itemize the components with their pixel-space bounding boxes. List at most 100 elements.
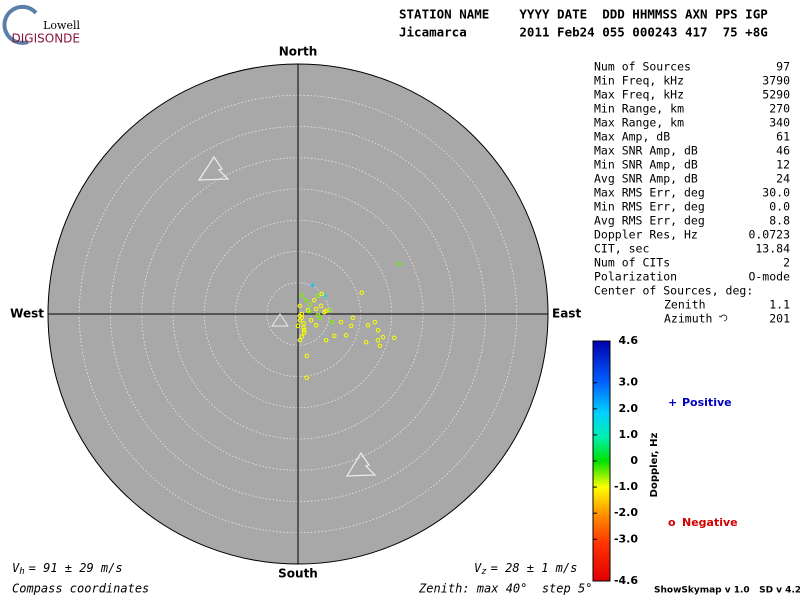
stat-value: 97	[776, 60, 790, 74]
colorbar-tick-label: -1.0	[614, 480, 638, 493]
stat-value: 3790	[762, 74, 790, 88]
stat-label: Max Freq, kHz	[594, 88, 684, 102]
source-negative	[308, 317, 314, 323]
source-negative	[338, 319, 344, 325]
colorbar-tick-label: -4.6	[614, 574, 638, 587]
source-negative	[348, 323, 354, 329]
source-negative	[301, 327, 307, 333]
source-negative	[377, 343, 383, 349]
compass-label: West	[10, 307, 44, 321]
stat-value: 2	[783, 256, 790, 270]
source-negative	[297, 303, 303, 309]
source-negative	[372, 319, 378, 325]
legend-negative-symbol: o	[668, 516, 676, 529]
source-negative	[391, 335, 397, 341]
legend-positive-symbol: +	[668, 396, 677, 409]
stat-value: 0.0	[769, 200, 790, 214]
source-negative	[299, 334, 305, 339]
stat-label: Avg SNR Amp, dB	[594, 172, 698, 186]
source-positive	[309, 282, 315, 288]
stat-value: 201	[769, 312, 790, 326]
colorbar-label: Doppler, Hz	[649, 433, 660, 498]
zenith-note: Zenith: max 40° step 5°	[418, 582, 592, 596]
stat-value: 340	[769, 116, 790, 130]
source-negative	[365, 322, 371, 328]
version: ShowSkymap v 1.0 SD v 4.2	[654, 586, 800, 596]
source-negative	[318, 303, 324, 309]
stat-value: 30.0	[762, 186, 790, 200]
compass-label: South	[278, 567, 318, 581]
stat-value: 0.0723	[748, 228, 790, 242]
source-negative	[297, 317, 303, 323]
source-negative	[301, 321, 306, 326]
marker-triangle	[197, 155, 230, 181]
stat-label: Min SNR Amp, dB	[594, 158, 698, 172]
marker-triangle	[271, 313, 289, 327]
source-negative	[299, 311, 305, 317]
colorbar-tick-label: 3.0	[619, 376, 639, 389]
stat-label: Polarization	[594, 270, 677, 284]
source-negative	[359, 290, 365, 296]
source-negative	[350, 315, 356, 321]
source-positive	[322, 293, 328, 299]
source-negative	[307, 302, 313, 307]
colorbar-tick-label: -2.0	[614, 506, 638, 519]
source-negative	[295, 323, 301, 329]
source-negative	[396, 261, 402, 267]
stat-value: 46	[776, 144, 790, 158]
stat-value: O-mode	[748, 270, 790, 284]
stat-section-title: Center of Sources, deg:	[594, 284, 753, 298]
source-negative	[315, 293, 321, 299]
source-negative	[303, 297, 309, 303]
source-negative	[306, 309, 312, 314]
stat-value: 1.1	[769, 298, 790, 312]
stat-label: Azimuth	[664, 312, 712, 326]
stat-label: Max SNR Amp, dB	[594, 144, 698, 158]
stat-label: Max Range, km	[594, 116, 684, 130]
source-negative	[363, 339, 369, 345]
stat-label: Num of Sources	[594, 60, 691, 74]
source-negative	[319, 291, 325, 297]
source-negative	[297, 337, 303, 343]
colorbar-tick-label: -3.0	[614, 532, 638, 545]
vh-label: Vh = 91 ± 29 m/s	[12, 561, 123, 577]
legend-negative-label: Negative	[682, 516, 738, 529]
stat-value: 5290	[762, 88, 790, 102]
legend-positive-label: Positive	[682, 396, 732, 409]
source-negative	[313, 306, 319, 312]
compass-label: East	[552, 307, 581, 321]
source-negative	[311, 297, 317, 303]
source-negative	[304, 353, 310, 359]
stat-label: Max RMS Err, deg	[594, 186, 705, 200]
source-negative	[301, 330, 307, 336]
colorbar-tick-label: 4.6	[619, 334, 639, 347]
stat-value: 12	[776, 158, 790, 172]
source-negative	[323, 337, 329, 343]
colorbar-tick-label: 1.0	[619, 428, 639, 441]
logo-top: Lowell	[43, 19, 80, 32]
source-negative	[313, 322, 319, 328]
stat-label: Avg RMS Err, deg	[594, 214, 705, 228]
header-line: STATION NAME YYYY DATE DDD HHMMSS AXN PP…	[399, 7, 768, 22]
stat-label: Min Freq, kHz	[594, 74, 684, 88]
stat-label: CIT, sec	[594, 242, 649, 256]
compass-label: North	[279, 45, 317, 59]
stat-value: 24	[776, 172, 790, 186]
coordinates-note: Compass coordinates	[12, 582, 149, 596]
marker-triangle	[345, 451, 377, 477]
vz-label: Vz = 28 ± 1 m/s	[474, 561, 577, 577]
source-negative	[380, 334, 386, 340]
stat-label: Zenith	[664, 298, 706, 312]
stat-label: Num of CITs	[594, 256, 670, 270]
stat-label: Doppler Res, Hz	[594, 228, 698, 242]
stat-value: 13.84	[755, 242, 790, 256]
colorbar-tick-label: 0	[630, 454, 638, 467]
colorbar-tick-label: 2.0	[619, 402, 639, 415]
source-negative	[329, 319, 335, 325]
stat-value: 8.8	[769, 214, 790, 228]
stat-label: Min RMS Err, deg	[594, 200, 705, 214]
stat-label: Min Range, km	[594, 102, 684, 116]
source-negative	[299, 292, 305, 298]
stat-label: Max Amp, dB	[594, 130, 670, 144]
